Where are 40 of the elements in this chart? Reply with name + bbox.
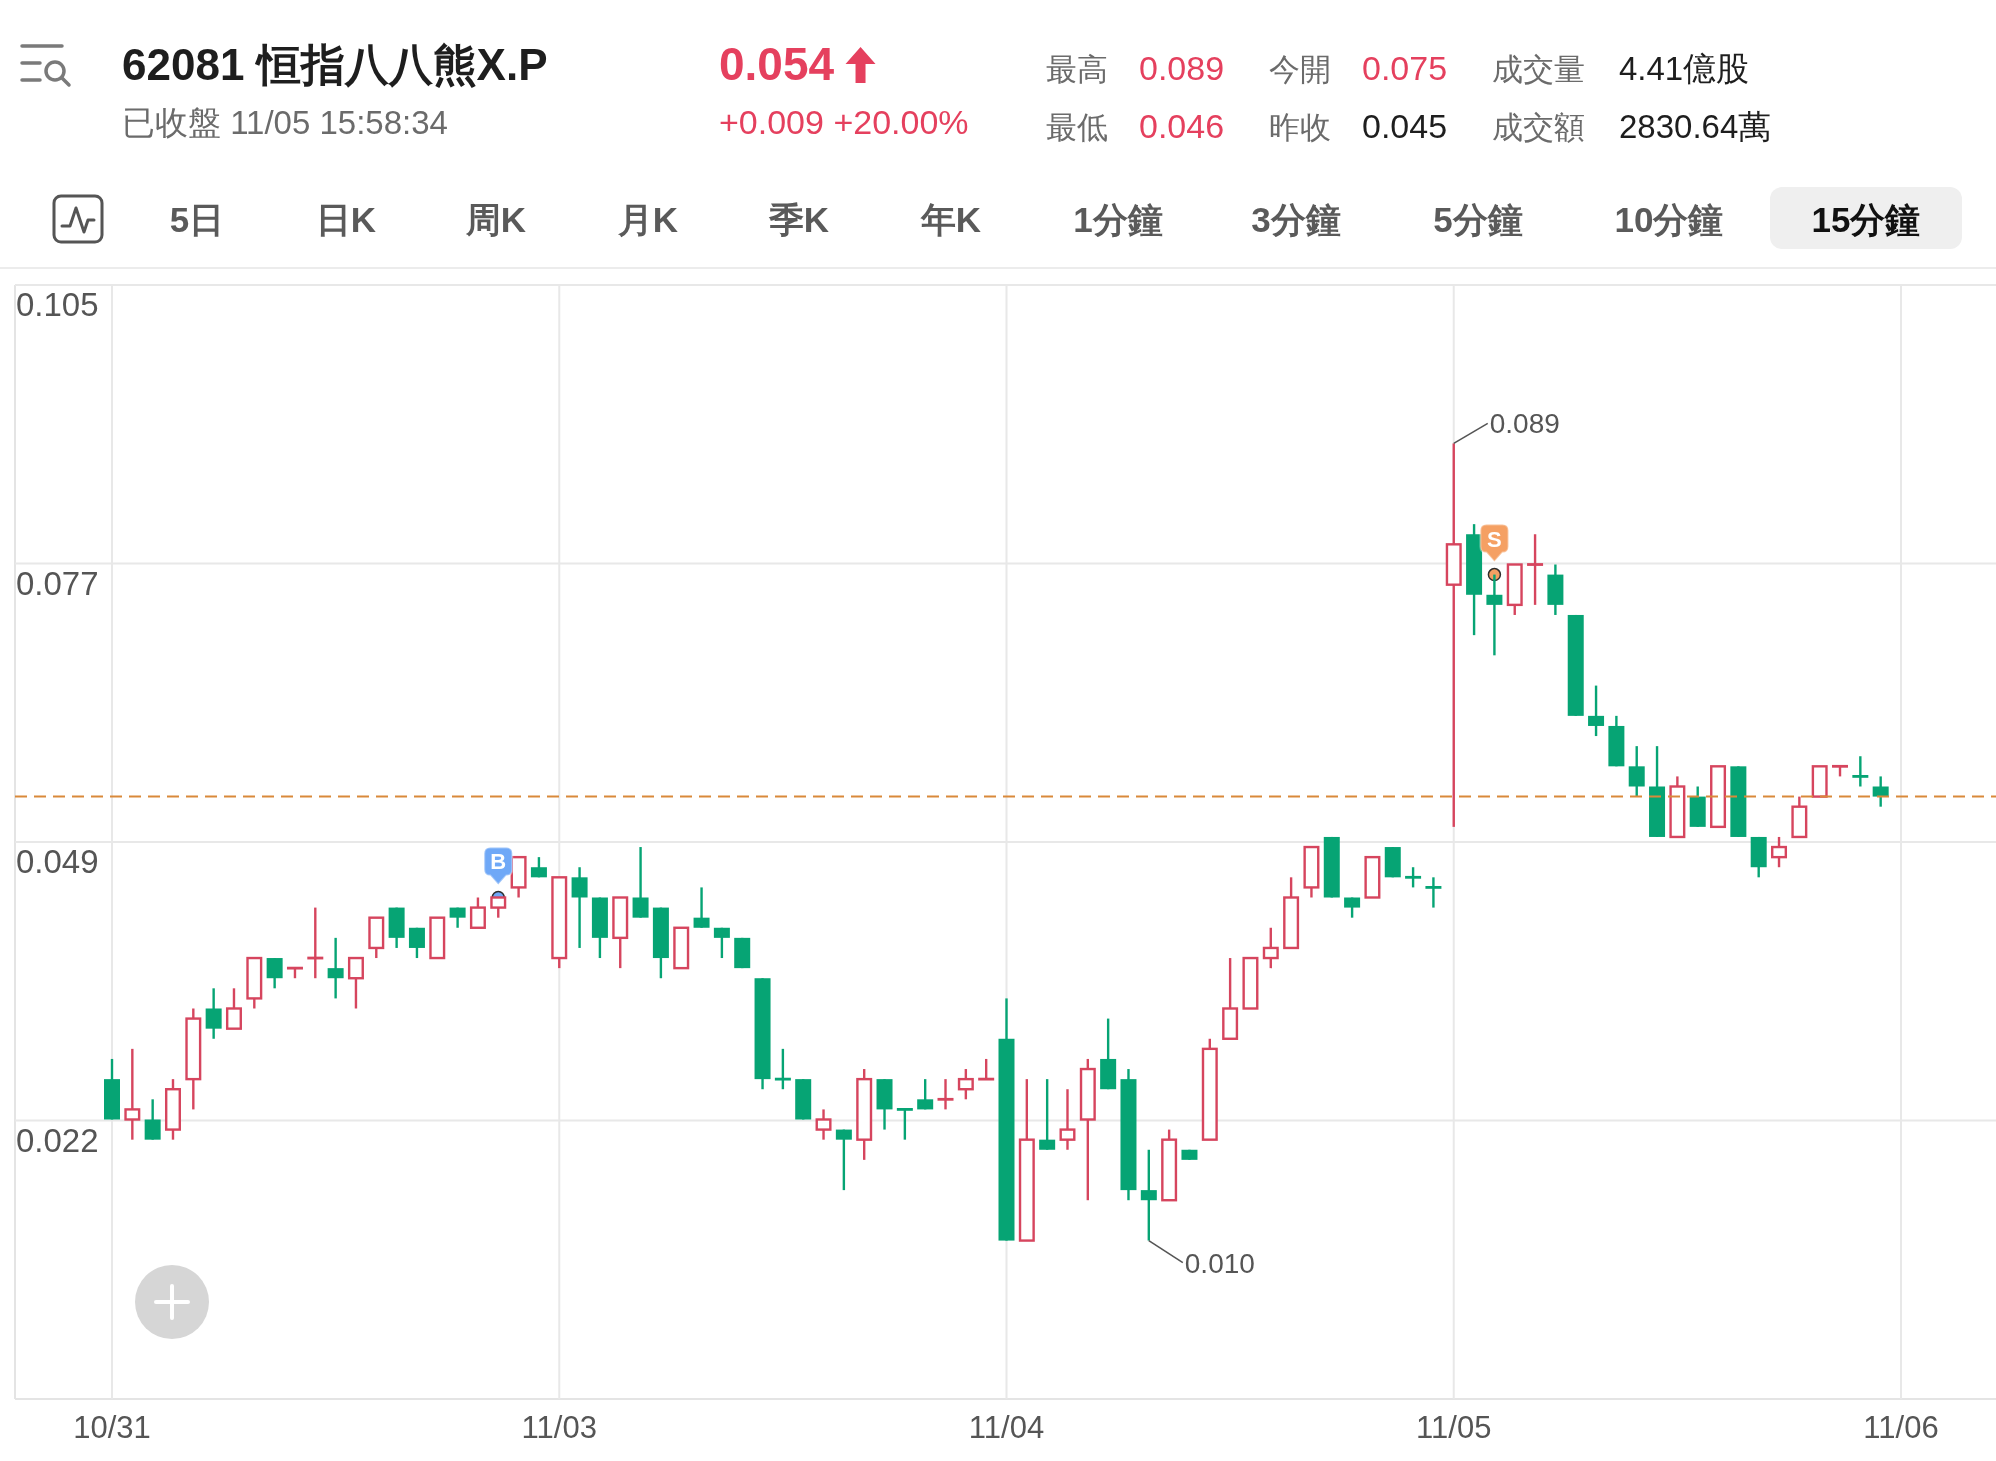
x-tick-label: 11/05 bbox=[1416, 1410, 1492, 1445]
quote-text: 今開 bbox=[1269, 52, 1331, 87]
quote-text: 最高 bbox=[1046, 52, 1108, 87]
quote-text: 0.046 bbox=[1139, 107, 1225, 145]
quote-text: 4.41億股 bbox=[1619, 50, 1750, 87]
quote-text: +0.009 +20.00% bbox=[719, 103, 969, 141]
x-tick-label: 11/03 bbox=[521, 1410, 597, 1445]
y-tick-label: 0.077 bbox=[16, 564, 99, 602]
tab-label: 3分鐘 bbox=[1251, 200, 1341, 239]
title: 62081 恒指八八熊X.P bbox=[122, 40, 548, 89]
extreme-label: 0.010 bbox=[1184, 1247, 1255, 1279]
quote-text: 昨收 bbox=[1269, 110, 1331, 145]
tab-label: 10分鐘 bbox=[1614, 200, 1724, 239]
quote-text: 成交量 bbox=[1492, 52, 1585, 87]
tab-label: 年K bbox=[920, 200, 982, 239]
series-label: B bbox=[490, 849, 507, 875]
y-tick-label: 0.022 bbox=[16, 1121, 99, 1159]
quote-text: 0.089 bbox=[1139, 49, 1225, 87]
tab-label: 季K bbox=[768, 200, 830, 239]
quote-text: 2830.64萬 bbox=[1619, 108, 1772, 145]
tab-label: 15分鐘 bbox=[1811, 200, 1921, 239]
quote-text: 成交額 bbox=[1492, 110, 1585, 145]
tab-label: 1分鐘 bbox=[1073, 200, 1163, 239]
tab-label: 周K bbox=[465, 200, 527, 239]
quote-text: 最低 bbox=[1046, 110, 1108, 145]
extreme-label: 0.089 bbox=[1489, 408, 1560, 440]
tab-label: 月K bbox=[617, 200, 679, 239]
tab-label: 5日 bbox=[169, 200, 225, 239]
x-tick-label: 11/04 bbox=[968, 1410, 1045, 1445]
y-tick-label: 0.049 bbox=[16, 843, 99, 880]
x-tick-label: 10/31 bbox=[73, 1410, 151, 1445]
tab-label: 5分鐘 bbox=[1433, 200, 1523, 239]
quote-text: 0.075 bbox=[1362, 49, 1448, 87]
y-tick-label: 0.105 bbox=[16, 286, 99, 323]
tab-label: 日K bbox=[315, 200, 377, 239]
series-label: S bbox=[1487, 526, 1502, 552]
quote-text: 0.045 bbox=[1362, 107, 1448, 145]
subtitle: 已收盤 11/05 15:58:34 bbox=[122, 104, 448, 141]
quote-text: 0.054 bbox=[719, 38, 835, 90]
x-tick-label: 11/06 bbox=[1863, 1410, 1939, 1445]
